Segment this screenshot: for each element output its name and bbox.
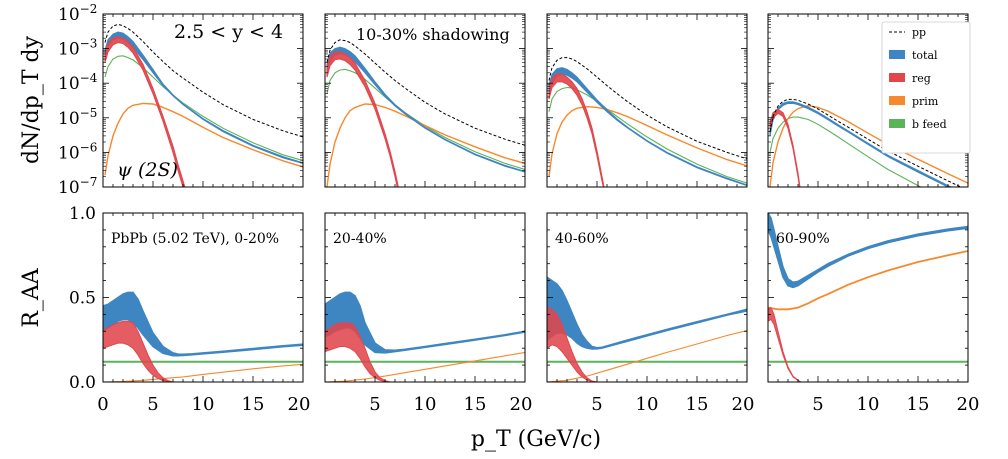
x-tick-label: 5: [147, 394, 158, 415]
pp-line: [548, 57, 747, 160]
legend: pp total reg prim b feed: [881, 21, 971, 154]
prim-line: [768, 250, 968, 311]
x-tick-label: 10: [636, 394, 659, 415]
legend-label-bfeed: b feed: [912, 118, 947, 131]
bottom-panel-3-annotation: 40-60%: [555, 231, 609, 247]
top-panel-2-annotation: 10-30% shadowing: [356, 25, 510, 44]
x-tick-label: 20: [288, 394, 311, 415]
top-panel-1-series: [104, 23, 303, 187]
top-panel-3-series: [548, 57, 747, 187]
x-tick-label: 5: [591, 394, 602, 415]
top-y-tick-label: 10−2: [58, 2, 97, 25]
pp-line: [104, 23, 303, 138]
legend-label-pp: pp: [912, 26, 926, 39]
bottom-y-axis-label: R_AA: [19, 267, 44, 327]
x-tick-label: 10: [414, 394, 437, 415]
reg-band: [768, 306, 802, 382]
total-band: [548, 67, 747, 187]
top-y-axis-label: dN/dp_T dy: [19, 35, 44, 164]
reg-band: [104, 36, 186, 187]
legend-swatch-bfeed: [889, 119, 905, 128]
total-band: [769, 101, 953, 187]
x-tick-label: 5: [812, 394, 823, 415]
bfeed-line: [104, 55, 303, 162]
total-band: [103, 291, 303, 357]
bfeed-line: [769, 116, 922, 187]
bottom-y-tick-label: 1.0: [69, 204, 96, 224]
x-tick-label: 20: [510, 394, 533, 415]
bottom-panel-1-annotation: PbPb (5.02 TeV), 0-20%: [111, 231, 279, 247]
reg-band: [769, 108, 801, 187]
legend-swatch-reg: [889, 73, 905, 82]
legend-swatch-prim: [889, 96, 905, 105]
bottom-panel-3-series: [547, 276, 747, 382]
top-y-tick-label: 10−6: [58, 140, 97, 163]
x-tick-label: 5: [369, 394, 380, 415]
reg-band: [326, 51, 399, 187]
bottom-panel-2-annotation: 20-40%: [333, 231, 387, 247]
pp-line: [326, 39, 525, 146]
bfeed-line: [326, 68, 525, 171]
bottom-panel-4-series: [768, 213, 968, 382]
x-tick-label: 10: [857, 394, 880, 415]
bottom-y-tick-label: 0.5: [69, 289, 96, 309]
x-tick-label: 15: [907, 394, 930, 415]
bfeed-line: [548, 86, 747, 184]
pp-line: [769, 98, 963, 187]
x-tick-label: 0: [97, 394, 108, 415]
prim-line: [326, 103, 525, 187]
x-axis-label: p_T (GeV/c): [471, 427, 601, 452]
top-y-tick-label: 10−7: [58, 175, 97, 198]
total-band: [547, 276, 747, 350]
x-tick-label: 20: [732, 394, 755, 415]
legend-label-reg: reg: [912, 72, 931, 85]
prim-line: [548, 105, 747, 177]
top-y-tick-label: 10−4: [58, 71, 98, 94]
top-y-tick-label: 10−5: [58, 106, 97, 129]
x-tick-label: 15: [686, 394, 709, 415]
bottom-y-tick-label: 0.0: [69, 373, 96, 393]
bottom-panel-2-series: [325, 291, 525, 382]
legend-label-total: total: [912, 49, 938, 62]
x-tick-label: 15: [464, 394, 487, 415]
bottom-panel-4-annotation: 60-90%: [776, 231, 830, 247]
top-panel-2-series: [326, 39, 525, 187]
reg-band: [548, 73, 605, 187]
x-tick-label: 20: [957, 394, 980, 415]
particle-label: ψ (2S): [117, 159, 178, 181]
legend-frame: [881, 21, 971, 154]
x-tick-label: 15: [242, 394, 265, 415]
x-tick-label: 10: [192, 394, 215, 415]
prim-line: [547, 329, 747, 382]
legend-swatch-total: [889, 50, 905, 59]
prim-line: [104, 102, 303, 176]
bottom-panel-1-series: [103, 291, 303, 382]
top-panel-3-frame: [546, 13, 748, 188]
top-panel-1-annotation: 2.5 < y < 4: [174, 21, 283, 43]
legend-label-prim: prim: [912, 95, 939, 108]
total-band: [768, 213, 968, 289]
top-y-tick-label: 10−3: [58, 37, 97, 60]
